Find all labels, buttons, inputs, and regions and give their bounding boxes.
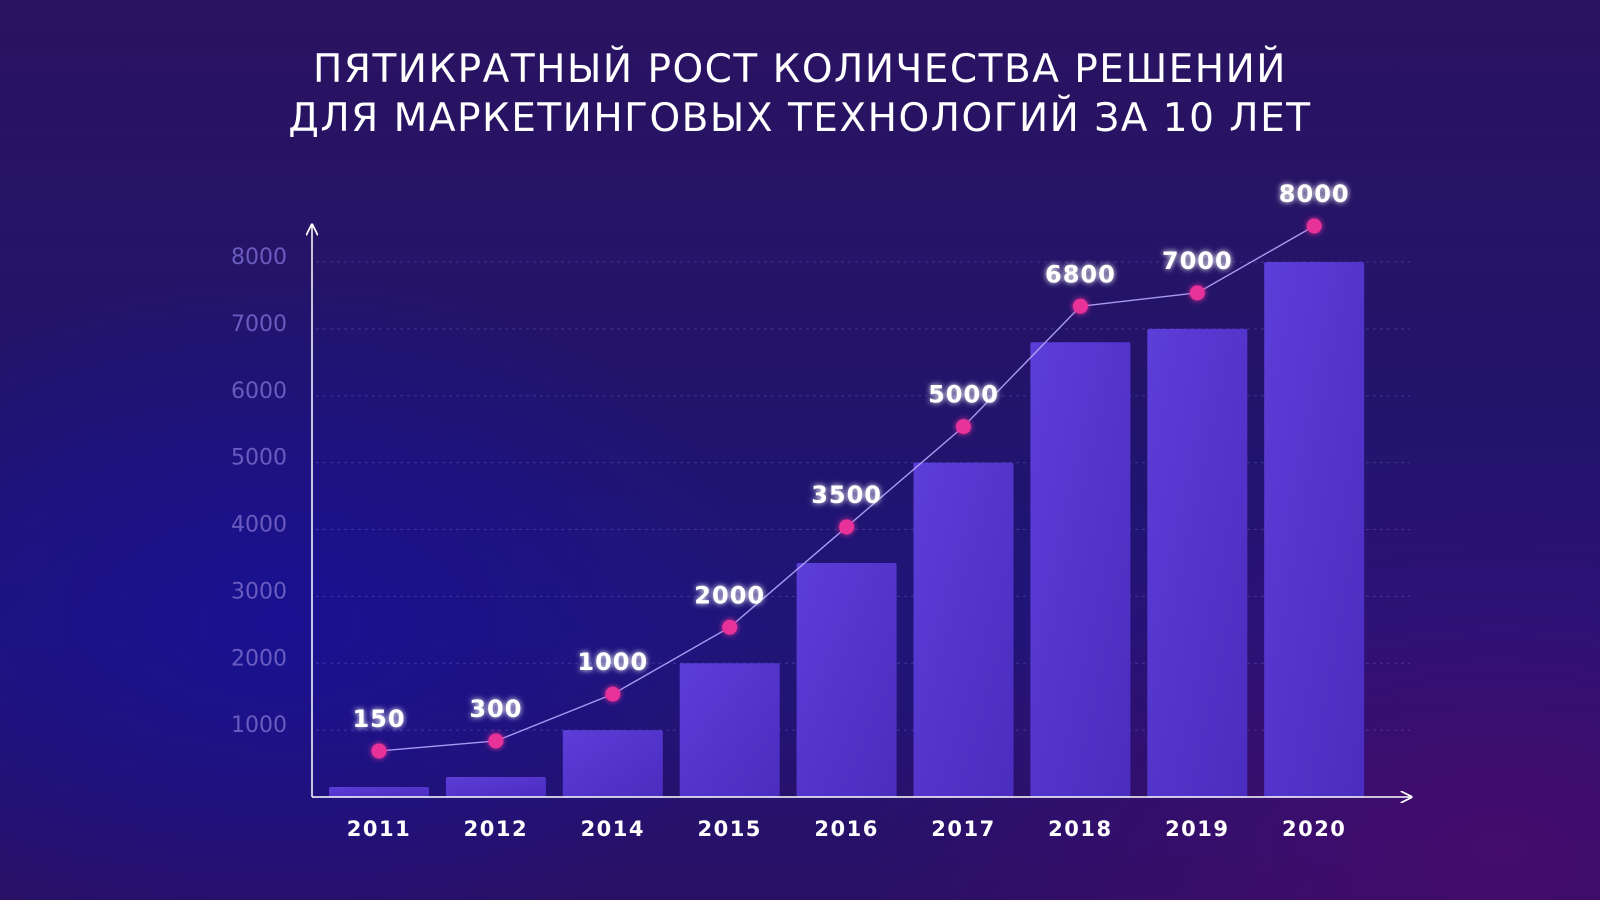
data-label-2016: 3500 <box>811 481 882 509</box>
data-label-2019: 7000 <box>1162 247 1233 275</box>
bar-2012 <box>445 776 546 797</box>
marker-2011 <box>371 743 387 759</box>
marker-2020 <box>1306 218 1322 234</box>
data-label-2012: 300 <box>469 695 522 723</box>
data-label-2017: 5000 <box>928 381 999 409</box>
data-label-2014: 1000 <box>577 648 648 676</box>
bar-2014 <box>562 730 663 797</box>
chart-title-line-1: ПЯТИКРАТНЫЙ РОСТ КОЛИЧЕСТВА РЕШЕНИЙ <box>313 45 1287 92</box>
chart-title-line-2: ДЛЯ МАРКЕТИНГОВЫХ ТЕХНОЛОГИЙ ЗА 10 ЛЕТ <box>288 94 1311 141</box>
marker-2012 <box>488 733 504 749</box>
data-label-2018: 6800 <box>1045 260 1116 288</box>
bar-2018 <box>1030 342 1131 797</box>
data-labels: 150 300 1000 2000 3500 5000 6800 7000 8000 <box>352 180 1350 733</box>
data-label-2015: 2000 <box>694 581 765 609</box>
y-tick-label: 6000 <box>231 379 287 404</box>
marker-2017 <box>956 419 971 435</box>
bar-2019 <box>1147 328 1248 797</box>
bar-2020 <box>1264 262 1365 797</box>
bar-2016 <box>796 562 897 797</box>
data-label-2020: 8000 <box>1279 180 1350 208</box>
y-tick-label: 2000 <box>231 646 287 671</box>
y-tick-label: 5000 <box>231 446 287 471</box>
y-tick-label: 4000 <box>231 513 287 538</box>
y-tick-label: 3000 <box>231 579 287 604</box>
bar-2015 <box>679 663 780 797</box>
marker-2015 <box>722 619 738 635</box>
x-tick-label: 2012 <box>464 817 528 841</box>
trend-line <box>371 218 1322 759</box>
y-tick-label: 7000 <box>231 312 287 337</box>
bar-2017 <box>913 462 1014 797</box>
data-label-2011: 150 <box>352 705 405 733</box>
x-tick-label: 2014 <box>581 817 645 841</box>
y-tick-label: 1000 <box>231 713 287 738</box>
y-axis-ticks: 1000 2000 3000 4000 5000 6000 7000 8000 <box>231 245 287 738</box>
bars <box>329 262 1365 797</box>
x-tick-label: 2015 <box>697 817 761 841</box>
x-tick-label: 2019 <box>1165 817 1229 841</box>
x-tick-label: 2020 <box>1282 817 1346 841</box>
marker-2016 <box>839 519 855 535</box>
x-tick-label: 2018 <box>1048 817 1112 841</box>
bar-2011 <box>329 786 429 797</box>
x-tick-label: 2016 <box>814 817 878 841</box>
x-tick-label: 2011 <box>347 817 411 841</box>
y-tick-label: 8000 <box>231 245 287 270</box>
x-tick-label: 2017 <box>931 817 995 841</box>
marker-2018 <box>1072 298 1088 314</box>
marker-2019 <box>1189 285 1205 301</box>
x-axis-ticks: 2011 2012 2014 2015 2016 2017 2018 2019 2020 <box>347 817 1346 841</box>
marker-2014 <box>605 686 621 702</box>
